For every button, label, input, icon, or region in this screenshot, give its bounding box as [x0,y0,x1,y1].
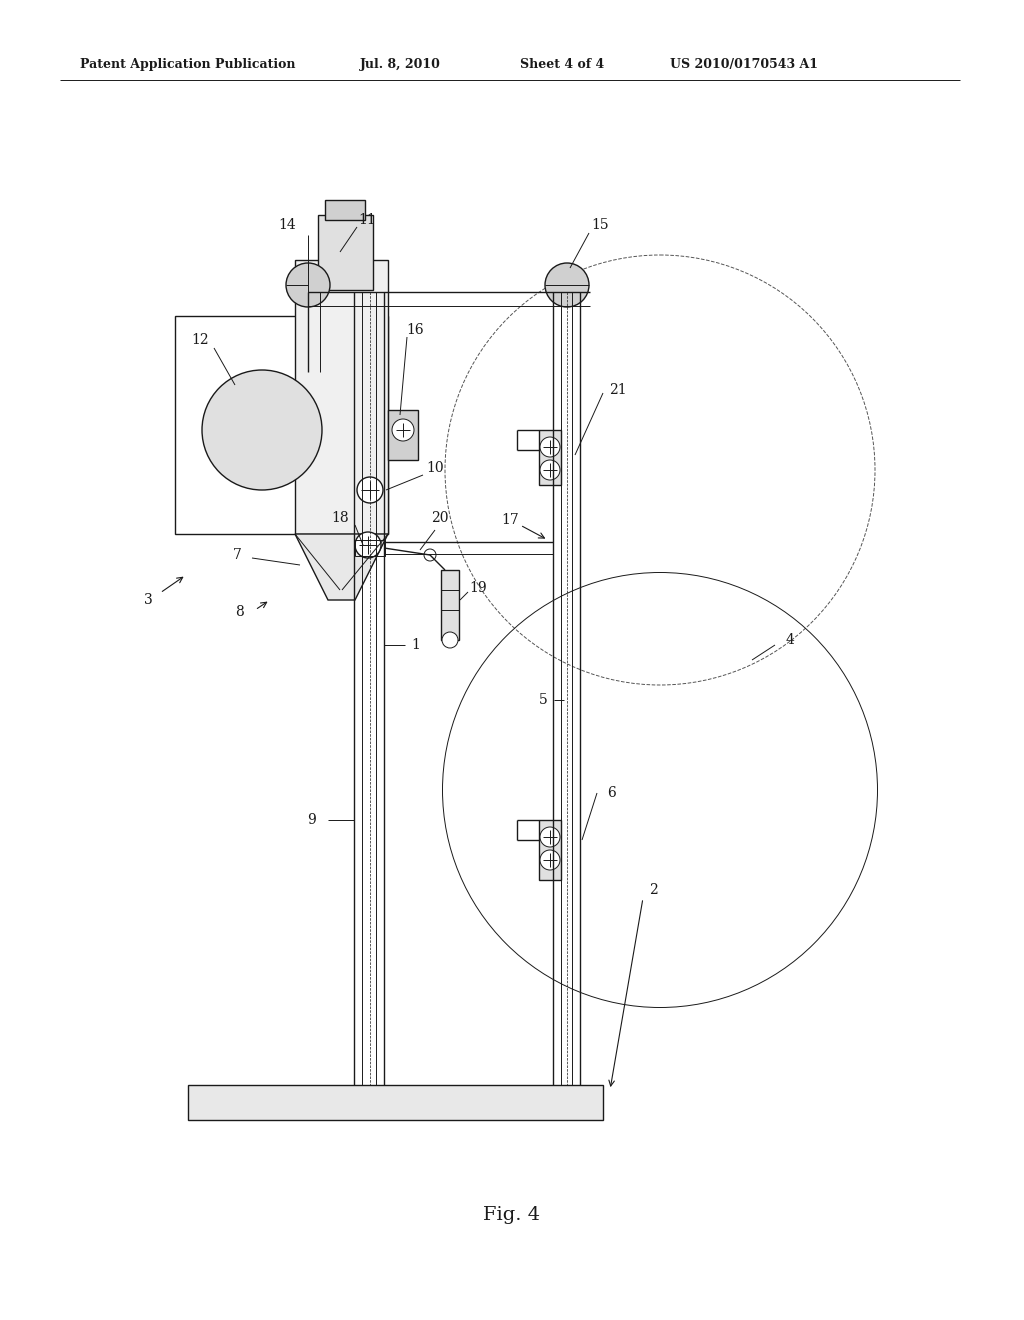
Text: 5: 5 [539,693,548,708]
Text: 17: 17 [501,513,519,527]
Circle shape [424,549,436,561]
Bar [318,215,373,290]
Text: 6: 6 [607,785,616,800]
Text: 19: 19 [469,581,486,595]
Circle shape [355,532,381,558]
Text: 8: 8 [236,605,245,619]
Bar [355,540,385,556]
Text: Patent Application Publication: Patent Application Publication [80,58,296,71]
Text: 4: 4 [785,634,795,647]
Bar [441,570,459,640]
Circle shape [540,459,560,480]
Bar [388,411,418,459]
Circle shape [540,828,560,847]
Bar [188,1085,603,1119]
Circle shape [540,437,560,457]
Text: Jul. 8, 2010: Jul. 8, 2010 [360,58,441,71]
Text: 14: 14 [279,218,296,232]
Text: 1: 1 [412,638,421,652]
Text: 18: 18 [331,511,349,525]
Bar [325,201,365,220]
Text: 10: 10 [426,461,443,475]
Circle shape [545,263,589,308]
Circle shape [540,850,560,870]
Text: 20: 20 [431,511,449,525]
Polygon shape [295,535,388,601]
Text: 9: 9 [307,813,316,828]
Text: 12: 12 [191,333,209,347]
Bar [175,315,388,535]
Text: US 2010/0170543 A1: US 2010/0170543 A1 [670,58,818,71]
Text: 11: 11 [358,213,376,227]
Text: Fig. 4: Fig. 4 [483,1206,541,1224]
Circle shape [357,477,383,503]
Text: 2: 2 [648,883,657,898]
Text: Sheet 4 of 4: Sheet 4 of 4 [520,58,604,71]
Bar [539,820,561,880]
Text: 21: 21 [609,383,627,397]
Bar [539,430,561,484]
Circle shape [392,418,414,441]
Text: 3: 3 [143,593,153,607]
Bar [295,260,388,535]
Text: 7: 7 [232,548,242,562]
Circle shape [202,370,322,490]
Text: 15: 15 [591,218,609,232]
Text: 16: 16 [407,323,424,337]
Circle shape [442,632,458,648]
Circle shape [286,263,330,308]
